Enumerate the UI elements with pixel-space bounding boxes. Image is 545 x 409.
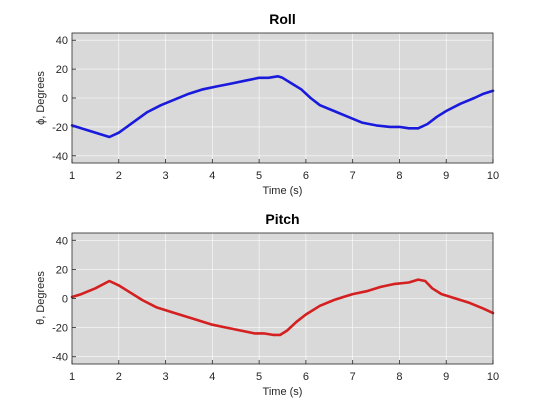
roll-x-tick-label: 6 [303,170,309,182]
pitch-x-tick-label: 1 [69,371,75,383]
roll-x-tick-label: 10 [487,170,499,182]
pitch-y-tick-label: 20 [56,264,68,276]
roll-y-tick-label: -20 [52,122,68,134]
roll-y-tick-label: 20 [56,64,68,76]
roll-x-tick-label: 1 [69,170,75,182]
pitch-ticks: 1 2 3 4 5 6 7 8 9 10 -40 -20 0 20 40 [52,235,499,383]
pitch-x-tick-label: 6 [303,371,309,383]
roll-x-tick-label: 8 [396,170,402,182]
roll-x-tick-label: 2 [116,170,122,182]
pitch-line-layer [70,278,495,337]
roll-y-tick-label: 40 [56,35,68,47]
roll-x-tick-label: 9 [443,170,449,182]
pitch-x-tick-label: 3 [162,371,168,383]
pitch-x-tick-label: 9 [443,371,449,383]
roll-xlabel: Time (s) [263,185,303,197]
roll-title: Roll [269,11,295,27]
roll-plot-border [71,32,494,164]
pitch-plot-border [71,232,494,365]
pitch-ylabel: θ, Degrees [35,271,47,325]
pitch-x-tick-label: 7 [350,371,356,383]
roll-y-tick-label: -40 [52,151,68,163]
pitch-x-tick-label: 2 [116,371,122,383]
pitch-y-tick-label: -20 [52,323,68,335]
pitch-x-tick-label: 5 [256,371,262,383]
pitch-axes: 1 2 3 4 5 6 7 8 9 10 -40 -20 0 20 40 Pitch Time (s) θ,… [35,211,499,398]
pitch-y-tick-label: 0 [62,294,68,306]
roll-x-tick-label: 7 [350,170,356,182]
pitch-series-line [70,278,495,337]
roll-x-tick-label: 5 [256,170,262,182]
roll-y-tick-label: 0 [62,93,68,105]
roll-axes: 1 2 3 4 5 6 7 8 9 10 -40 -20 0 20 40 Roll Time (s) ϕ, … [35,11,499,197]
roll-x-tick-label: 4 [209,170,215,182]
pitch-y-tick-label: -40 [52,352,68,364]
roll-line-layer [70,75,495,139]
pitch-y-tick-label: 40 [56,235,68,247]
roll-ticks: 1 2 3 4 5 6 7 8 9 10 -40 -20 0 20 40 [52,35,499,182]
pitch-x-tick-label: 10 [487,371,499,383]
pitch-x-tick-label: 4 [209,371,215,383]
pitch-title: Pitch [265,211,299,227]
pitch-xlabel: Time (s) [263,386,303,398]
pitch-x-tick-label: 8 [396,371,402,383]
roll-ylabel: ϕ, Degrees [35,71,47,125]
roll-x-tick-label: 3 [162,170,168,182]
roll-series-line [70,75,495,139]
